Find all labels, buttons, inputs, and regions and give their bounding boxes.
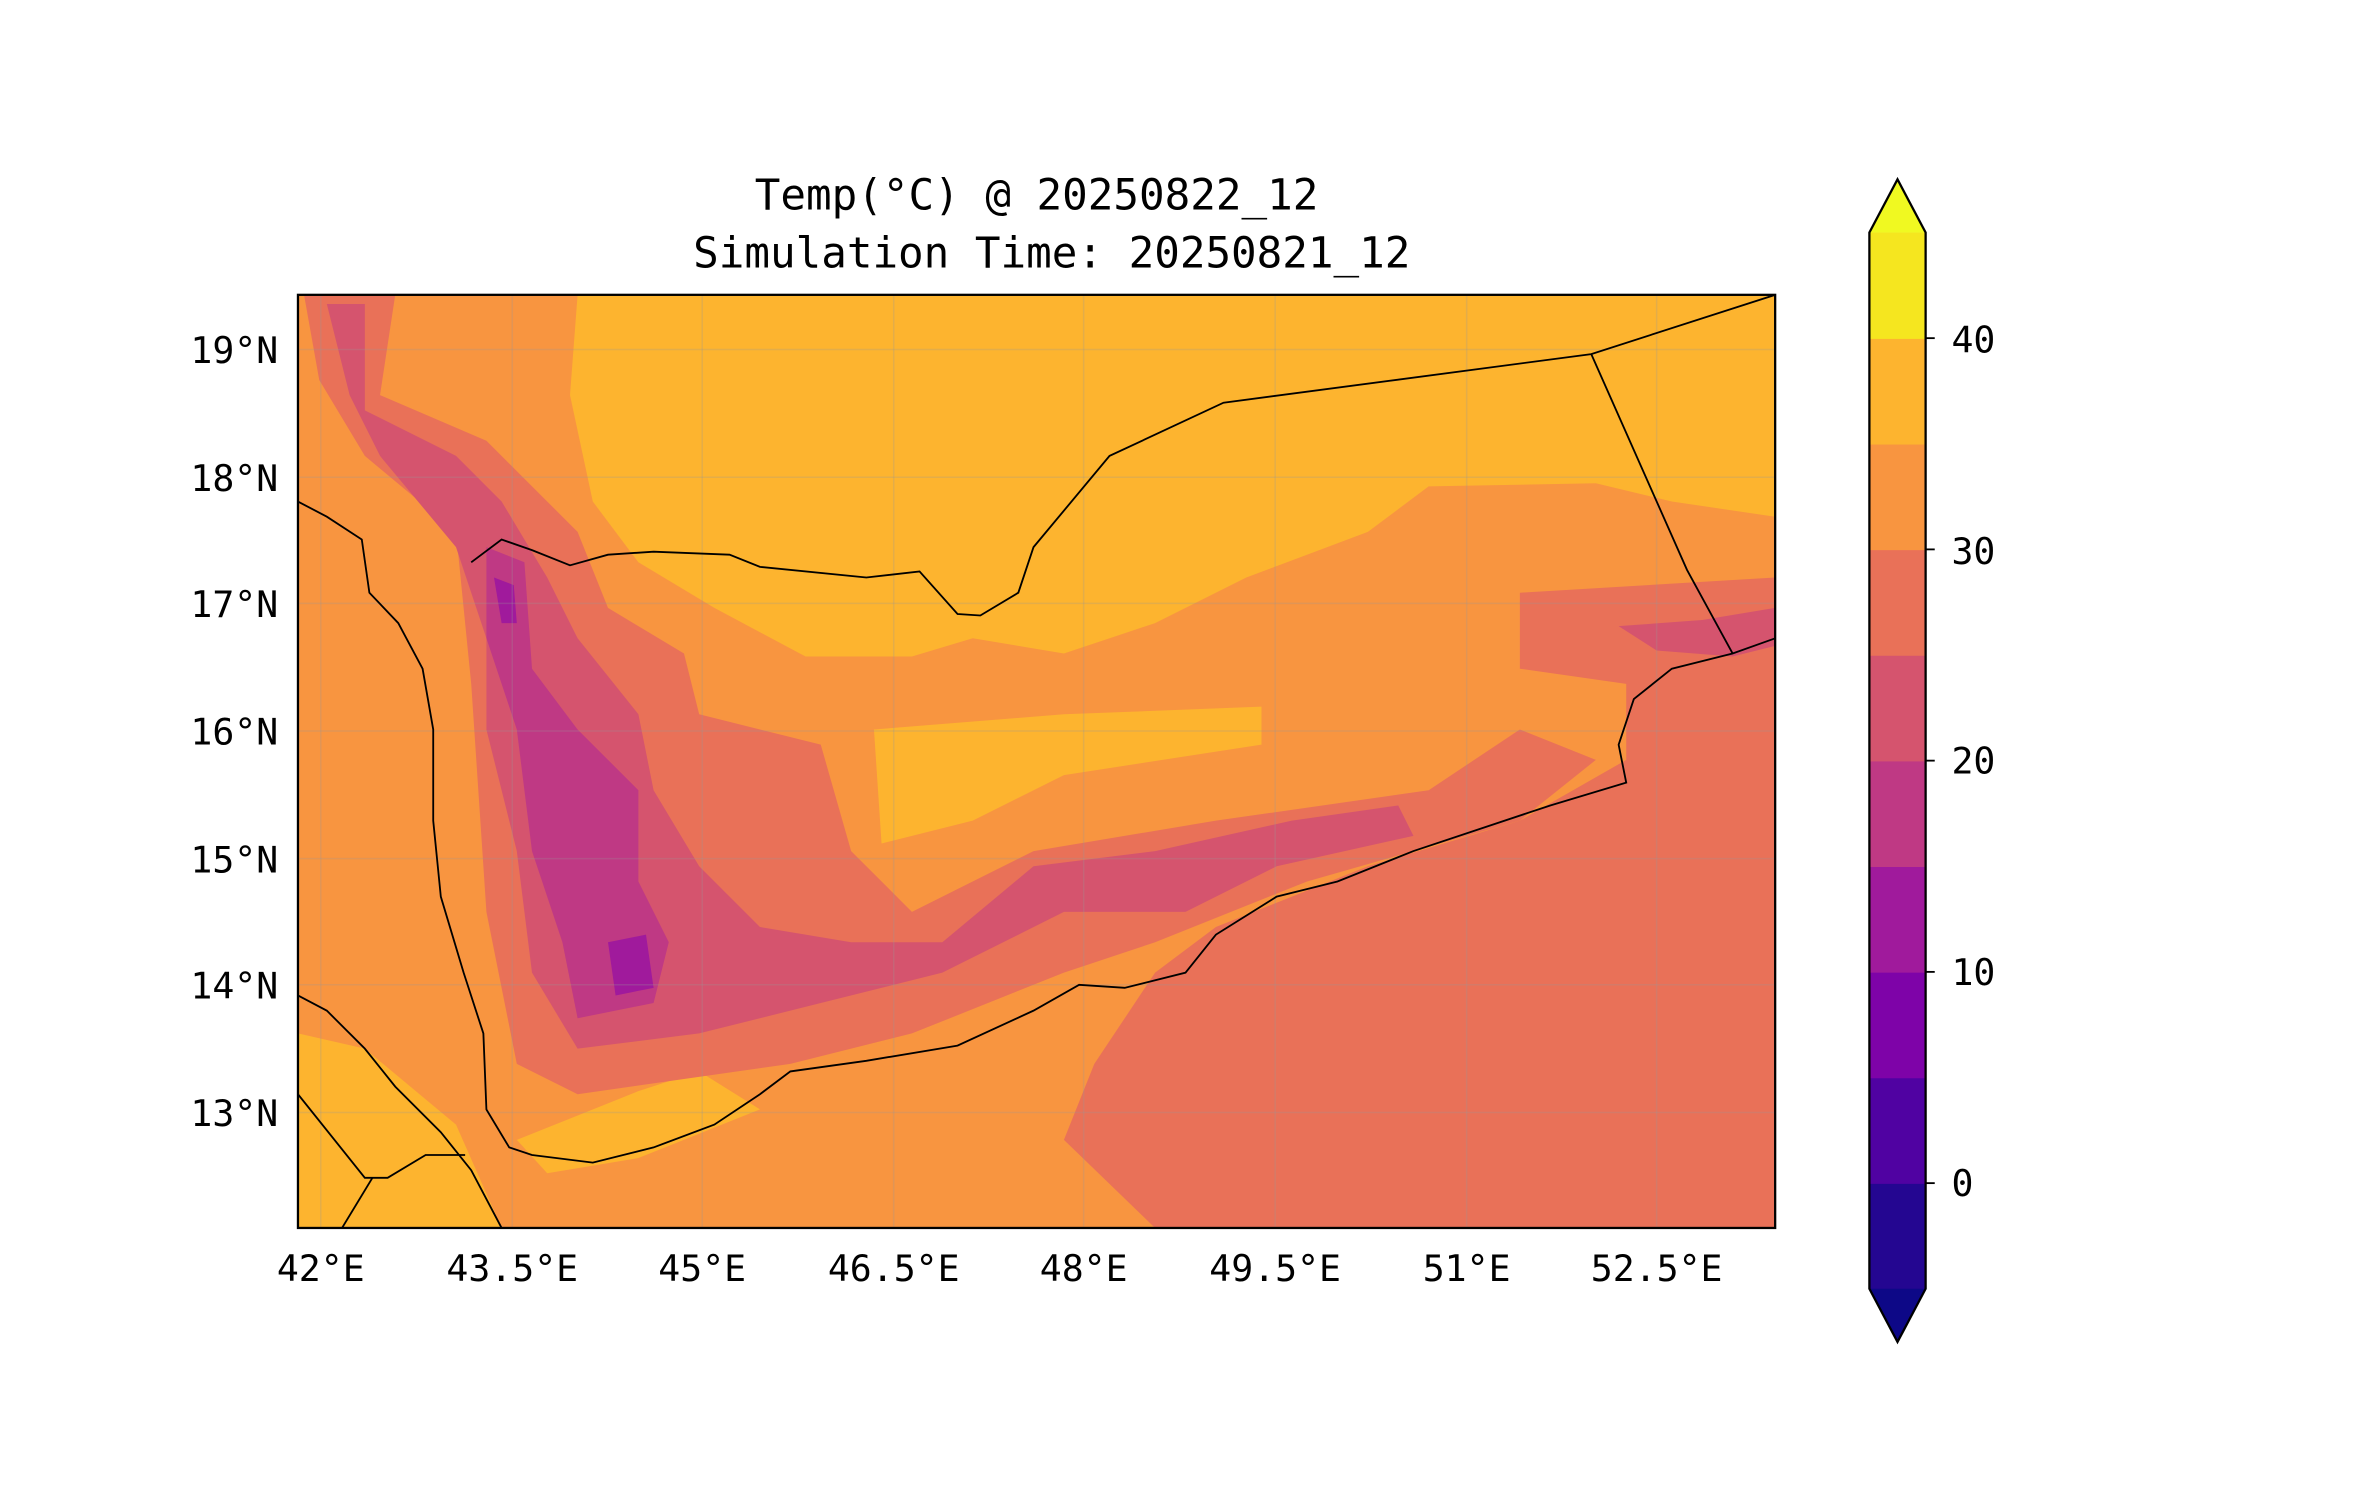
colorbar-segment <box>1869 971 1926 1079</box>
y-tick-label: 13°N <box>190 1092 278 1135</box>
band-15-20 <box>486 547 669 1019</box>
colorbar-tick-labels: 40 30 20 10 0 <box>1951 319 1995 1205</box>
y-tick-labels: 19°N 18°N 17°N 16°N 15°N 14°N 13°N <box>190 329 278 1135</box>
x-tick-label: 48°E <box>1040 1247 1128 1290</box>
band-35-40-center <box>873 706 1262 844</box>
band-10-15-south <box>607 934 654 996</box>
x-tick-label: 42°E <box>277 1247 365 1290</box>
chart-subtitle: Simulation Time: 20250821_12 <box>693 229 1410 278</box>
africa-border-2 <box>341 1177 374 1228</box>
colorbar-segment <box>1869 443 1926 551</box>
colorbar-extend-min <box>1869 1288 1926 1342</box>
colorbar-segment <box>1869 232 1926 339</box>
band-25-30-east <box>1063 577 1776 1228</box>
x-tick-label: 52.5°E <box>1591 1247 1723 1290</box>
colorbar-segment <box>1869 866 1926 973</box>
coastlines-borders <box>297 294 1776 1228</box>
colorbar-segment <box>1869 655 1926 762</box>
y-tick-label: 17°N <box>190 583 278 626</box>
colorbar <box>1868 176 1935 1345</box>
x-tick-labels: 42°E 43.5°E 45°E 46.5°E 48°E 49.5°E 51°E… <box>277 1247 1723 1290</box>
colorbar-tick-label: 10 <box>1951 951 1995 994</box>
band-35-40-aden <box>516 1071 760 1174</box>
colorbar-segment <box>1869 1077 1926 1184</box>
colorbar-tick-label: 30 <box>1951 530 1995 573</box>
x-tick-label: 51°E <box>1423 1247 1511 1290</box>
colorbar-tick-label: 20 <box>1951 740 1995 783</box>
y-tick-label: 19°N <box>190 329 278 372</box>
map-frame <box>296 293 1777 1230</box>
x-tick-label: 43.5°E <box>446 1247 578 1290</box>
band-20-25-oman <box>1618 607 1776 657</box>
arabia-coastline <box>297 500 1776 1164</box>
colorbar-extend-max <box>1869 179 1926 233</box>
band-35-40-sw <box>297 1033 502 1228</box>
map-area <box>297 294 1776 1228</box>
y-tick-label: 18°N <box>190 457 278 500</box>
colorbar-segment <box>1869 1183 1926 1290</box>
y-tick-label: 14°N <box>190 964 278 1007</box>
saudi-yemen-border <box>470 294 1776 617</box>
x-tick-label: 49.5°E <box>1209 1247 1341 1290</box>
x-tick-label: 46.5°E <box>828 1247 960 1290</box>
colorbar-tick-label: 40 <box>1951 319 1995 362</box>
colorbar-segment <box>1869 549 1926 656</box>
oman-border <box>1590 353 1734 654</box>
chart-title: Temp(°C) @ 20250822_12 <box>755 172 1319 221</box>
band-10-15 <box>494 577 517 624</box>
africa-border <box>297 1093 466 1179</box>
y-tick-label: 16°N <box>190 711 278 754</box>
colorbar-segment <box>1869 338 1926 445</box>
gridlines <box>297 294 1776 1228</box>
y-tick-label: 15°N <box>190 838 278 881</box>
band-35-40-north <box>569 294 1776 657</box>
colorbar-tick-label: 0 <box>1951 1162 1973 1205</box>
x-tick-label: 45°E <box>658 1247 746 1290</box>
colorbar-segment <box>1869 760 1926 868</box>
colorbar-outline <box>1868 176 1927 1345</box>
africa-coastline <box>297 994 503 1228</box>
